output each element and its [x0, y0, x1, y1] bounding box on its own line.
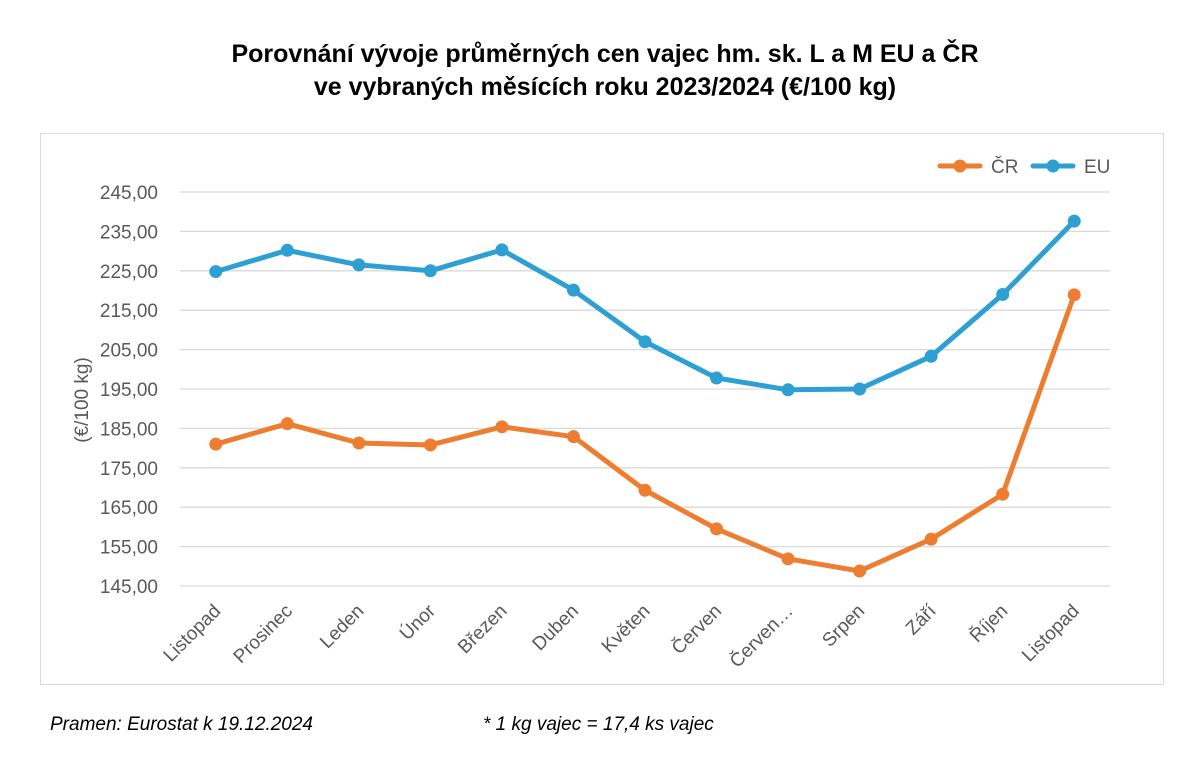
x-tick-label: Srpen [818, 601, 869, 652]
data-point [924, 532, 938, 546]
x-tick-label: Prosinec [230, 601, 297, 668]
y-tick-label: 165,00 [100, 498, 158, 519]
gridlines [180, 191, 1110, 587]
y-tick-label: 155,00 [100, 538, 158, 559]
x-tick-label: Únor [395, 600, 440, 645]
chart-title-line-1: Porovnání vývoje průměrných cen vajec hm… [231, 40, 979, 68]
x-tick-label: Listopad [1018, 601, 1084, 667]
y-tick-label: 145,00 [100, 577, 158, 598]
data-point [924, 349, 938, 363]
data-point [638, 483, 652, 497]
x-tick-label: Květen [598, 601, 655, 658]
x-tick-label: Duben [529, 601, 583, 655]
data-point [710, 371, 724, 385]
data-point [423, 438, 437, 452]
data-point [566, 430, 580, 444]
data-point [495, 420, 509, 434]
data-point [352, 258, 366, 272]
x-tick-label: Červen… [725, 600, 797, 672]
data-point [1067, 288, 1081, 302]
series-EU [209, 214, 1081, 397]
x-tick-label: Červen [667, 600, 726, 659]
legend-label: EU [1084, 157, 1110, 178]
y-tick-label: 225,00 [100, 262, 158, 283]
data-point [566, 283, 580, 297]
x-tick-label: Listopad [160, 601, 226, 667]
data-point [423, 264, 437, 278]
data-point [996, 487, 1010, 501]
x-tick-label: Leden [316, 601, 368, 653]
x-tick-label: Březen [454, 601, 511, 658]
y-tick-label: 185,00 [100, 419, 158, 440]
y-axis-label: (€/100 kg) [72, 357, 93, 443]
series-ČR [209, 288, 1081, 578]
y-axis-ticks: 145,00 155,00 165,00 175,00 185,00 195,00 205,… [100, 183, 158, 598]
series-line [213, 218, 1077, 393]
conversion-note: * 1 kg vajec = 17,4 ks vajec [483, 714, 714, 735]
chart-title-line-2: ve vybraných měsících roku 2023/2024 (€/… [313, 73, 897, 101]
y-tick-label: 195,00 [100, 380, 158, 401]
data-point [495, 243, 509, 257]
chart-area-frame [40, 133, 1164, 685]
data-point [781, 383, 795, 397]
x-axis-ticks: Listopad Prosinec Leden Únor Březen Duben Květ… [160, 600, 1084, 673]
y-tick-label: 235,00 [100, 222, 158, 243]
y-tick-label: 205,00 [100, 341, 158, 362]
data-point [638, 335, 652, 349]
legend-marker [1046, 159, 1060, 173]
data-point [781, 552, 795, 566]
data-point [996, 287, 1010, 301]
x-tick-label: Září [902, 600, 941, 639]
y-tick-label: 175,00 [100, 459, 158, 480]
data-point [280, 417, 294, 431]
source-note: Pramen: Eurostat k 19.12.2024 [50, 714, 313, 735]
data-point [209, 265, 223, 279]
data-point [853, 382, 867, 396]
legend-marker [953, 159, 967, 173]
legend-label: ČR [991, 156, 1018, 178]
data-point [710, 522, 724, 536]
chart-title: Porovnání vývoje průměrných cen vajec hm… [0, 38, 1200, 104]
legend: ČR EU [937, 156, 1110, 178]
x-tick-label: Říjen [965, 600, 1012, 647]
data-point [280, 243, 294, 257]
y-tick-label: 215,00 [100, 301, 158, 322]
data-point [209, 437, 223, 451]
data-point [352, 436, 366, 450]
legend-item: ČR [937, 156, 1018, 178]
series-group [209, 214, 1081, 578]
data-point [1067, 214, 1081, 228]
legend-item: EU [1030, 157, 1110, 178]
y-tick-label: 245,00 [100, 183, 158, 204]
data-point [853, 564, 867, 578]
